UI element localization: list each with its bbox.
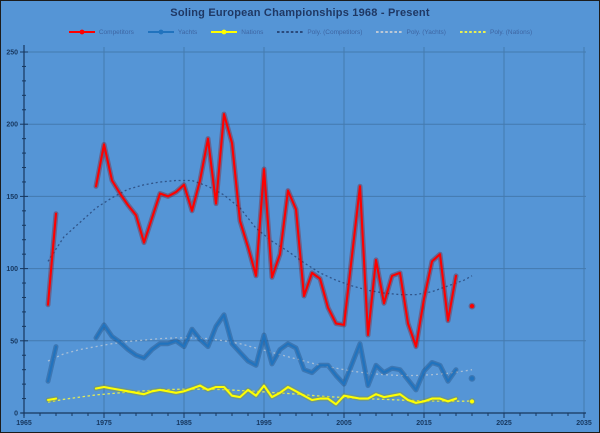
legend-item-yachts[interactable]: Yachts — [147, 28, 197, 36]
legend-dashed-line-swatch — [459, 31, 486, 33]
series-competitors-glow — [93, 111, 459, 350]
trendline-poly-yachts- — [47, 337, 473, 377]
legend-item-poly-nations-[interactable]: Poly. (Nations) — [459, 28, 532, 36]
legend-item-competitors[interactable]: Competitors — [68, 28, 134, 36]
legend-item-label: Yachts — [177, 28, 198, 36]
series-competitors-line — [94, 113, 458, 348]
x-axis-tick-label: 1965 — [16, 420, 32, 427]
x-axis-tick-label: 1985 — [176, 420, 192, 427]
y-axis-tick-label: 200 — [6, 122, 18, 129]
legend-dashed-line-swatch — [277, 31, 304, 33]
series-nations-point — [469, 399, 475, 404]
x-axis-tick-label: 2015 — [416, 420, 432, 427]
legend-item-label: Nations — [241, 28, 264, 36]
legend-line-marker-swatch — [68, 29, 95, 35]
legend-item-label: Competitors — [98, 28, 134, 36]
series-yachts-line — [46, 345, 58, 383]
y-axis-tick-label: 0 — [14, 411, 18, 418]
legend-line-marker-swatch — [147, 29, 174, 35]
x-axis-tick-label: 1975 — [96, 420, 112, 427]
x-axis-tick-label: 1995 — [256, 420, 272, 427]
series-yachts-line — [94, 313, 458, 391]
x-axis-tick-label: 2035 — [576, 420, 592, 427]
x-axis-tick-label: 2025 — [496, 420, 512, 427]
chart-title: Soling European Championships 1968 - Pre… — [170, 7, 430, 19]
legend-item-nations[interactable]: Nations — [210, 28, 263, 36]
y-axis-tick-label: 50 — [10, 338, 18, 345]
series-nations-line — [94, 384, 458, 406]
y-axis-tick-label: 250 — [6, 50, 18, 57]
x-axis-tick-label: 2005 — [336, 420, 352, 427]
series-nations-line — [46, 397, 58, 402]
legend-item-poly-competitors-[interactable]: Poly. (Competitors) — [276, 28, 362, 36]
series-yachts-point — [469, 376, 475, 381]
legend-item-poly-yachts-[interactable]: Poly. (Yachts) — [375, 28, 446, 36]
legend-item-label: Poly. (Nations) — [489, 28, 533, 36]
legend-line-marker-swatch — [211, 29, 238, 35]
legend-item-label: Poly. (Yachts) — [406, 28, 446, 36]
y-axis-tick-label: 150 — [6, 194, 18, 201]
series-competitors-point — [469, 304, 475, 309]
chart-legend: Competitors Yachts Nations Poly. (Competito… — [1, 28, 599, 36]
y-axis-tick-label: 100 — [6, 266, 18, 273]
legend-dashed-line-swatch — [376, 31, 403, 33]
series-competitors-line — [46, 212, 58, 306]
legend-item-label: Poly. (Competitors) — [307, 28, 363, 36]
